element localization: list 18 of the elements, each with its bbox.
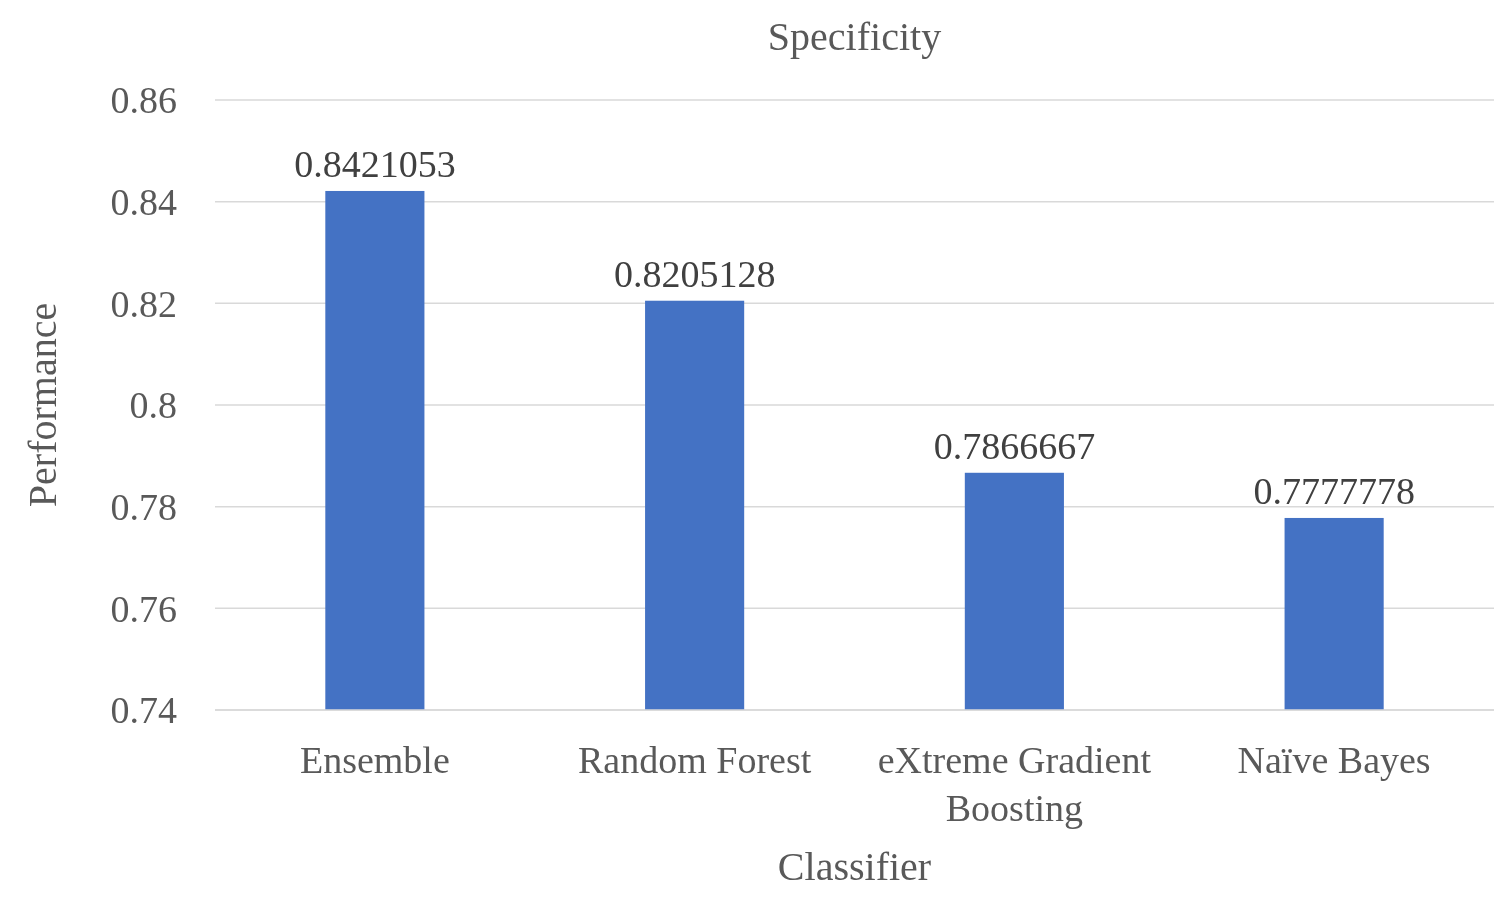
- y-tick-label: 0.82: [110, 282, 177, 325]
- data-label: 0.7777778: [1253, 469, 1415, 512]
- y-tick-label: 0.8: [129, 384, 177, 427]
- x-tick-label: Random Forest: [577, 739, 812, 781]
- x-tick-label: Naïve Bayes: [1237, 739, 1431, 781]
- y-axis-title: Performance: [20, 302, 65, 508]
- x-tick-label: Ensemble: [299, 739, 450, 781]
- data-label: 0.8421053: [294, 142, 456, 185]
- y-tick-label: 0.78: [110, 485, 177, 528]
- chart-title: Specificity: [767, 14, 942, 59]
- y-tick-label: 0.84: [110, 180, 177, 223]
- data-label: 0.7866667: [933, 424, 1096, 467]
- x-axis-title: Classifier: [777, 844, 932, 889]
- y-tick-label: 0.76: [110, 587, 177, 630]
- y-tick-label: 0.74: [110, 689, 177, 732]
- data-label: 0.8205128: [613, 252, 776, 295]
- x-tick-label: eXtreme Gradient Boosting: [877, 739, 1152, 829]
- y-tick-label: 0.86: [110, 79, 177, 122]
